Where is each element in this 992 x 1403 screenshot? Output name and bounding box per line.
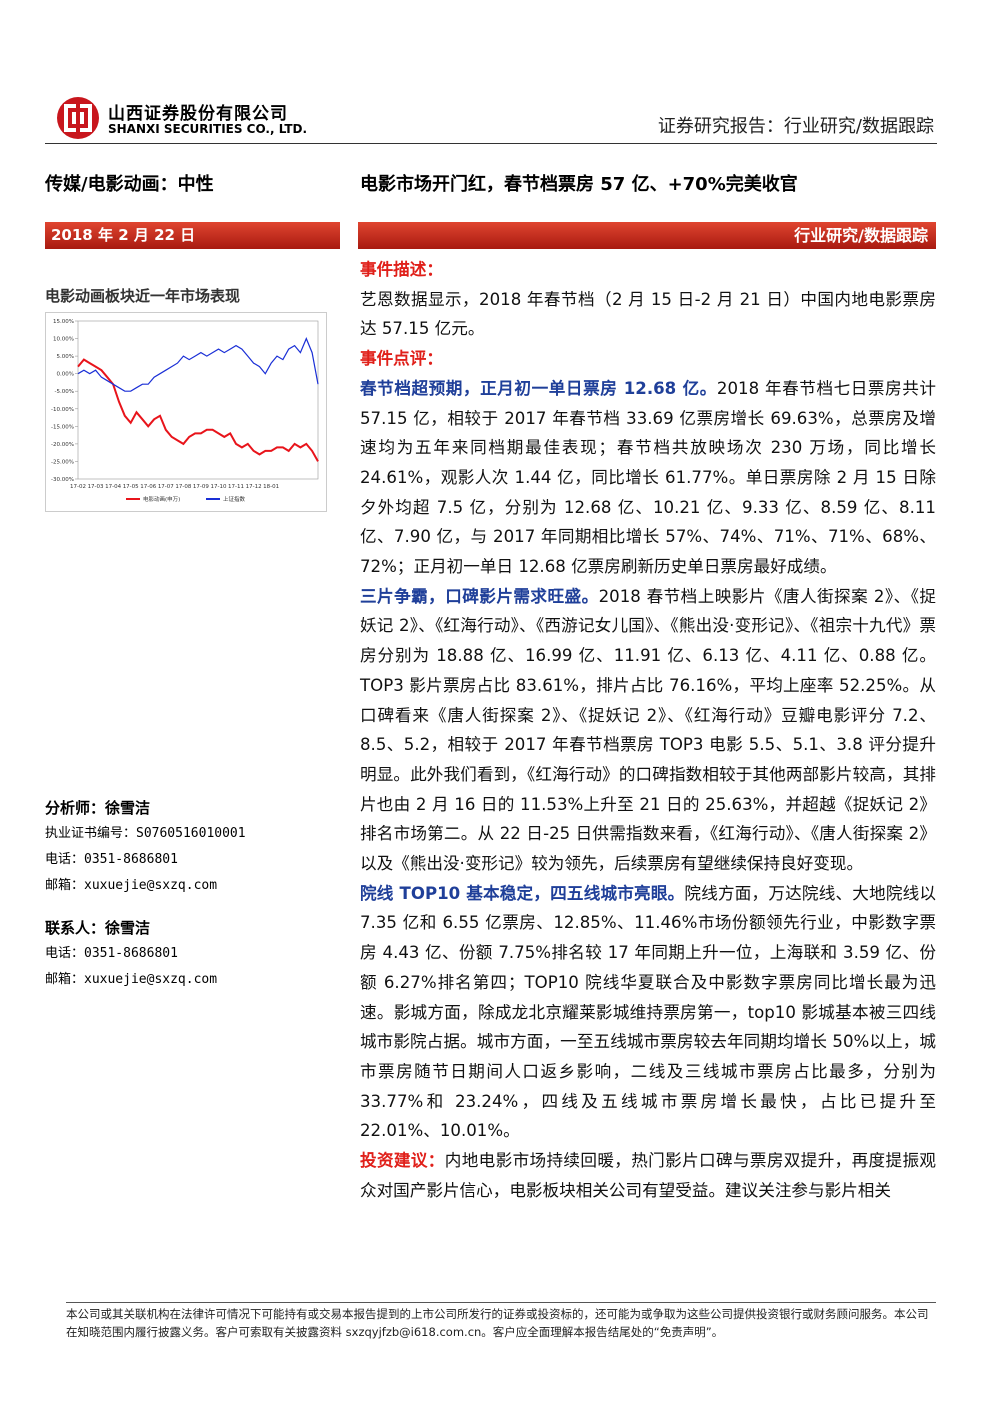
y-tick-label: 10.00% (53, 337, 74, 343)
sector-rating: 传媒/电影动画：中性 (45, 174, 214, 195)
section-heading: 事件描述： (360, 260, 443, 279)
y-tick-label: 5.00% (57, 354, 74, 360)
logo (57, 97, 99, 139)
y-tick-label: 0.00% (57, 372, 74, 378)
text: 内地电影市场持续回暖，热门影片口碑与票房双提升，再度提振观众对国产影片信心，电影… (360, 1151, 937, 1200)
tag: 行业研究/数据跟踪 (794, 226, 928, 245)
company-cn: 山西证券股份有限公司 (108, 104, 288, 124)
paragraph: 投资建议：内地电影市场持续回暖，热门影片口碑与票房双提升，再度提振观众对国产影片… (360, 1146, 936, 1205)
section-heading: 事件点评： (360, 349, 443, 369)
chart: -30.00% -25.00% -20.00% -15.00% -10.00% -5.00… (45, 312, 327, 512)
paragraph: 春节档超预期，正月初一单日票房 12.68 亿。2018 年春节档七日票房共计 … (360, 374, 936, 582)
x-tick-label: 17-10 (210, 484, 226, 490)
email: 邮箱：xuxuejie@sxzq.com (45, 878, 218, 893)
x-tick-label: 18-01 (263, 484, 279, 490)
plot-frame (77, 320, 319, 480)
lead: 院线 TOP10 基本稳定，四五线城市亮眼。 (360, 883, 685, 903)
legend-label: 电影动画(申万) (143, 495, 180, 503)
text: 2018 春节档上映影片《唐人街探案 2》、《捉妖记 2》、《红海行动》、《西游… (360, 586, 936, 874)
header-rule (45, 143, 937, 144)
y-tick-label: -25.00% (51, 459, 74, 465)
x-tick-label: 17-07 (158, 484, 174, 490)
y-tick-label: -10.00% (51, 407, 74, 413)
x-tick-label: 17-03 (88, 484, 104, 490)
x-tick-label: 17-12 (246, 484, 262, 490)
text: 2018 年春节档七日票房共计 57.15 亿，相较于 2017 年春节档 33… (360, 378, 936, 577)
analyst-block: 分析师：徐雪洁 执业证书编号：S0760516010001 电话：0351-86… (45, 795, 345, 993)
y-tick-label: -5.00% (55, 389, 74, 395)
y-tick-label: -30.00% (51, 477, 74, 483)
x-tick-label: 17-02 (70, 484, 86, 490)
cert: 执业证书编号：S0760516010001 (45, 826, 246, 841)
x-tick-label: 17-04 (105, 484, 121, 490)
series-line (77, 337, 319, 392)
paragraph: 院线 TOP10 基本稳定，四五线城市亮眼。院线方面，万达院线、大地院线以 7.… (360, 879, 936, 1146)
disclaimer: 本公司或其关联机构在法律许可情况下可能持有或交易本报告提到的上市公司所发行的证券… (66, 1307, 929, 1339)
lead: 投资建议： (360, 1151, 445, 1171)
tag-bar: 行业研究/数据跟踪 (358, 222, 936, 249)
x-tick-label: 17-11 (228, 484, 244, 490)
y-tick-label: -20.00% (51, 442, 74, 448)
x-tick-label: 17-08 (175, 484, 191, 490)
x-tick-label: 17-09 (193, 484, 209, 490)
analyst: 分析师：徐雪洁 (45, 799, 151, 817)
y-tick-label: 15.00% (53, 319, 74, 325)
company-en: SHANXI SECURITIES CO., LTD. (108, 122, 308, 136)
phone: 电话：0351-8686801 (45, 852, 178, 867)
chart-title: 电影动画板块近一年市场表现 (45, 287, 241, 305)
email: 邮箱：xuxuejie@sxzq.com (45, 972, 218, 987)
legend-label: 上证指数 (223, 495, 246, 503)
y-tick-label: -15.00% (51, 424, 74, 430)
date-bar: 2018 年 2 月 22 日 (45, 222, 340, 249)
date: 2018 年 2 月 22 日 (51, 226, 196, 244)
paragraph: 艺恩数据显示，2018 年春节档（2 月 15 日-2 月 21 日）中国内地电… (360, 289, 936, 339)
text: 院线方面，万达院线、大地院线以 7.35 亿和 6.55 亿票房、12.85%、… (360, 883, 937, 1141)
paragraph: 三片争霸，口碑影片需求旺盛。2018 春节档上映影片《唐人街探案 2》、《捉妖记… (360, 582, 936, 879)
series-line (77, 358, 319, 462)
lead: 春节档超预期，正月初一单日票房 12.68 亿。 (360, 378, 717, 398)
body: 事件描述： 艺恩数据显示，2018 年春节档（2 月 15 日-2 月 21 日… (360, 255, 936, 1206)
headline: 电影市场开门红，春节档票房 57 亿、+70%完美收官 (360, 174, 798, 195)
footer-rule (66, 1302, 936, 1303)
phone: 电话：0351-8686801 (45, 946, 178, 961)
contact: 联系人：徐雪洁 (45, 919, 151, 937)
report-type: 证券研究报告：行业研究/数据跟踪 (657, 116, 934, 137)
x-tick-label: 17-05 (123, 484, 139, 490)
lead: 三片争霸，口碑影片需求旺盛。 (360, 586, 599, 606)
x-tick-label: 17-06 (140, 484, 156, 490)
